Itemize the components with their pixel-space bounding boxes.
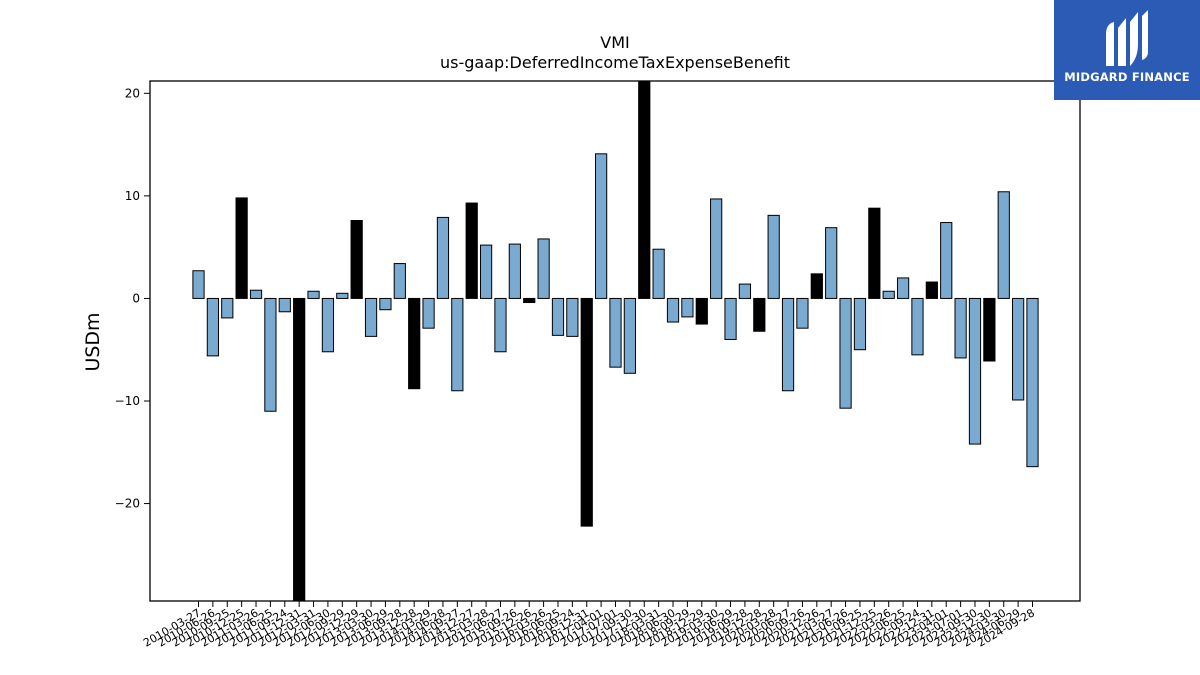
bar-2014-06-28 [436, 216, 450, 299]
bar-2023-04-01 [940, 222, 953, 299]
bar-2010-06-26 [206, 297, 219, 357]
bar-2023-12-30 [983, 297, 996, 362]
bar-2022-12-31 [925, 281, 938, 299]
chart-title: VMI [600, 33, 629, 52]
x-axis-ticks: 2010-03-272010-06-262010-09-252010-12-25… [141, 601, 1037, 650]
bar-2012-03-31 [307, 290, 320, 299]
bar-2018-12-29 [695, 297, 708, 325]
plot-frame [149, 80, 1081, 602]
bar-2015-09-26 [508, 243, 521, 299]
y-tick-label: 20 [125, 86, 140, 100]
bar-2020-03-28 [767, 214, 780, 299]
bar-2010-03-27 [192, 270, 205, 299]
bar-2013-12-28 [408, 297, 421, 390]
bar-2020-12-26 [810, 273, 823, 299]
y-tick-label: 10 [125, 189, 140, 203]
bar-2016-09-24 [566, 297, 579, 337]
y-axis-label: USDm [82, 312, 104, 371]
bar-2017-09-30 [623, 297, 636, 374]
midgard-logo-icon [1106, 10, 1148, 66]
bar-2014-12-27 [465, 202, 478, 299]
bar-2010-12-25 [235, 197, 248, 299]
bar-2020-06-27 [781, 297, 795, 392]
y-tick-label: −20 [115, 497, 140, 511]
bar-2013-06-29 [379, 297, 392, 311]
bar-2021-12-25 [868, 207, 881, 299]
brand-name: MIDGARD FINANCE [1064, 70, 1190, 84]
bar-2016-06-25 [551, 297, 565, 336]
bar-2019-09-28 [738, 283, 752, 299]
bar-2011-12-31 [293, 297, 306, 602]
bar-2012-09-29 [336, 292, 349, 299]
bar-2014-03-29 [422, 297, 435, 329]
bar-2012-12-29 [350, 219, 363, 299]
bar-2012-06-30 [321, 297, 335, 353]
bar-2021-09-25 [853, 297, 867, 351]
bar-2022-06-25 [896, 277, 910, 299]
bars-group [192, 80, 1039, 602]
bar-2023-07-01 [954, 297, 967, 359]
bar-2024-03-30 [997, 191, 1010, 299]
bar-2017-12-30 [638, 80, 651, 299]
bar-2010-09-25 [221, 297, 234, 319]
chart-subtitle: us-gaap:DeferredIncomeTaxExpenseBenefit [440, 53, 790, 72]
bar-2014-09-27 [451, 297, 464, 392]
bar-2024-06-29 [1012, 297, 1025, 401]
bar-2015-12-26 [523, 297, 536, 304]
y-axis-ticks: −20 −10 0 10 20 [115, 86, 150, 511]
bar-2023-09-30 [968, 297, 982, 445]
bar-2018-06-30 [666, 297, 680, 323]
bar-2018-09-29 [681, 297, 694, 318]
bar-2024-09-28 [1026, 297, 1039, 468]
bar-2017-07-01 [609, 297, 622, 368]
bar-2020-09-26 [796, 297, 809, 329]
bar-2022-09-24 [911, 297, 924, 356]
bar-2022-03-26 [882, 290, 895, 299]
bar-2015-03-28 [479, 244, 493, 299]
bar-2016-03-26 [537, 238, 550, 299]
brand-logo: MIDGARD FINANCE [1054, 0, 1200, 100]
bar-2018-03-31 [652, 248, 665, 299]
bar-2019-12-28 [753, 297, 766, 332]
bar-2021-06-26 [839, 297, 852, 409]
bar-2011-06-25 [264, 297, 277, 412]
bar-2013-03-30 [364, 297, 378, 337]
bar-2019-06-29 [724, 297, 737, 340]
y-tick-label: 0 [132, 291, 140, 305]
bar-2021-03-27 [825, 227, 838, 299]
bar-2017-04-01 [595, 153, 608, 299]
bar-2011-03-26 [249, 289, 263, 299]
bar-2015-06-27 [494, 297, 507, 353]
bar-2019-03-30 [710, 198, 723, 299]
bar-2013-09-28 [393, 263, 406, 299]
bar-2016-12-31 [580, 297, 593, 527]
bar-2011-09-24 [278, 297, 291, 313]
y-tick-label: −10 [115, 394, 140, 408]
